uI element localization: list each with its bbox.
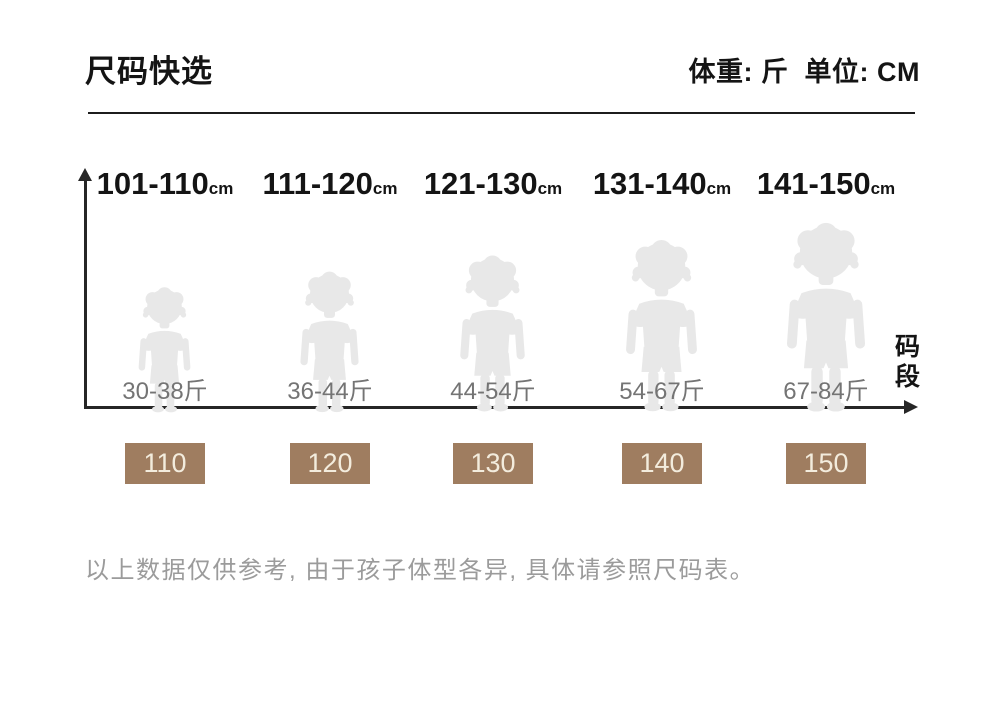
height-range-label: 141-150cm (756, 166, 896, 201)
height-range-label: 101-110cm (96, 166, 234, 201)
header-divider (88, 112, 915, 114)
x-axis-arrow-icon (904, 400, 918, 414)
y-axis-arrow-icon (78, 168, 92, 181)
height-range-label: 121-130cm (423, 166, 563, 201)
unit-note: 体重: 斤 单位: CM (688, 57, 920, 87)
weight-range-label: 36-44斤 (287, 378, 373, 405)
size-button-150[interactable]: 150 (786, 443, 866, 484)
weight-range-label: 67-84斤 (783, 378, 869, 405)
size-button-130[interactable]: 130 (453, 443, 533, 484)
disclaimer-note: 以上数据仅供参考, 由于孩子体型各异, 具体请参照尺码表。 (85, 557, 756, 584)
height-unit: cm (372, 179, 398, 198)
weight-range-label: 44-54斤 (450, 378, 536, 405)
weight-range-label: 30-38斤 (122, 378, 208, 405)
y-axis-line (84, 180, 87, 408)
size-button-110[interactable]: 110 (125, 443, 205, 484)
weight-range-label: 54-67斤 (619, 378, 705, 405)
height-unit: cm (537, 179, 563, 198)
height-range-label: 131-140cm (592, 166, 732, 201)
height-range-label: 111-120cm (262, 166, 398, 201)
page-title: 尺码快选 (85, 54, 213, 89)
height-unit: cm (208, 179, 234, 198)
size-button-140[interactable]: 140 (622, 443, 702, 484)
size-button-120[interactable]: 120 (290, 443, 370, 484)
height-unit: cm (706, 179, 732, 198)
height-unit: cm (870, 179, 896, 198)
x-axis-label: 码段 (895, 333, 923, 391)
